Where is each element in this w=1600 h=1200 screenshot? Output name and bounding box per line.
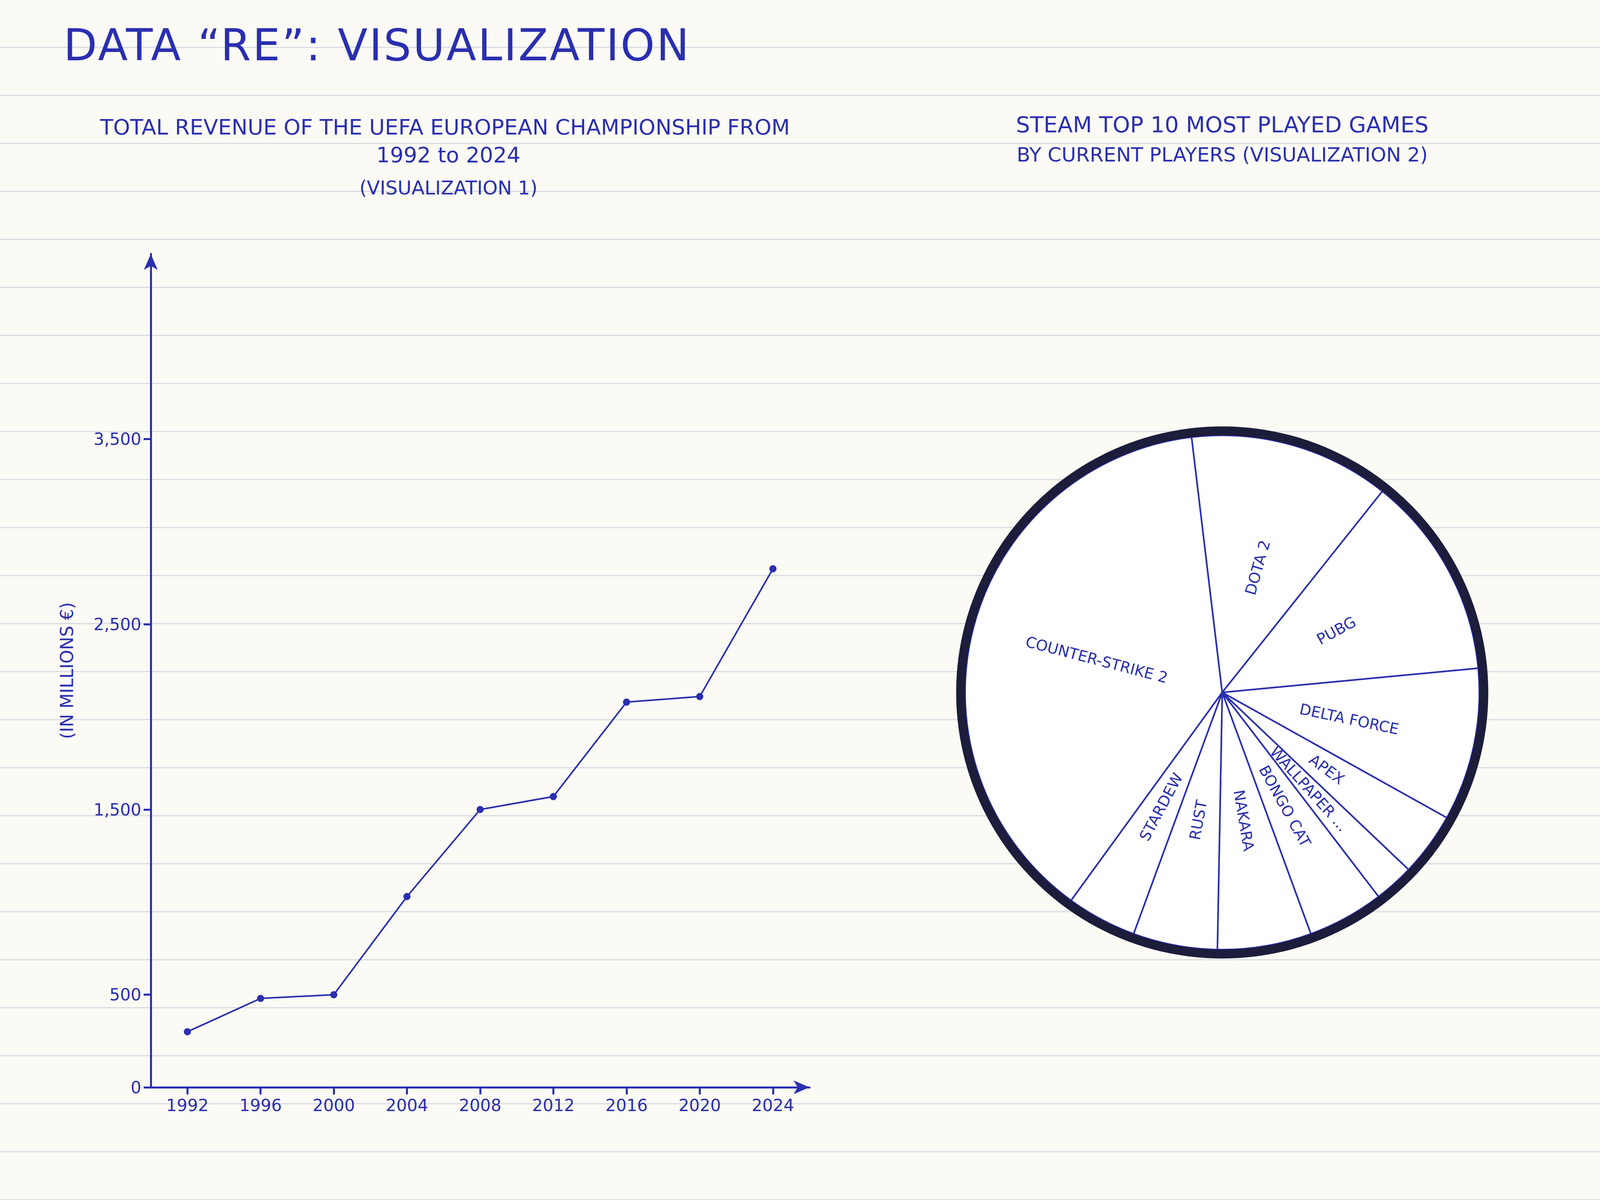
svg-text:APEX: APEX [1305, 750, 1348, 789]
svg-text:2016: 2016 [605, 1095, 648, 1116]
svg-text:1992 to 2024: 1992 to 2024 [376, 142, 521, 168]
svg-text:2000: 2000 [312, 1095, 356, 1116]
svg-text:2012: 2012 [532, 1095, 575, 1116]
html-text:DATA “RE”: VISUALIZATION: DATA “RE”: VISUALIZATION [63, 19, 691, 71]
svg-text:2008: 2008 [459, 1095, 502, 1116]
svg-text:0: 0 [130, 1077, 142, 1098]
svg-text:BY CURRENT PLAYERS (VISUALIZAT: BY CURRENT PLAYERS (VISUALIZATION 2) [1016, 143, 1428, 167]
svg-text:COUNTER-STRIKE 2: COUNTER-STRIKE 2 [1023, 632, 1170, 687]
svg-text:3,500: 3,500 [93, 429, 142, 449]
svg-text:(VISUALIZATION 1): (VISUALIZATION 1) [359, 176, 538, 199]
svg-text:2,500: 2,500 [93, 614, 142, 635]
svg-text:2004: 2004 [385, 1095, 429, 1116]
svg-text:500: 500 [109, 984, 142, 1005]
svg-text:WALLPAPER ...: WALLPAPER ... [1266, 743, 1352, 835]
svg-text:1996: 1996 [239, 1095, 282, 1116]
svg-text:RUST: RUST [1186, 798, 1211, 842]
svg-text:2024: 2024 [751, 1095, 795, 1116]
svg-text:DELTA FORCE: DELTA FORCE [1298, 700, 1401, 739]
svg-text:PUBG: PUBG [1313, 613, 1360, 649]
svg-text:NAKARA: NAKARA [1230, 788, 1258, 853]
svg-text:1,500: 1,500 [93, 800, 142, 820]
svg-text:(IN MILLIONS €): (IN MILLIONS €) [56, 602, 77, 740]
svg-text:STARDEW: STARDEW [1135, 769, 1187, 844]
svg-text:DOTA 2: DOTA 2 [1241, 538, 1274, 597]
svg-text:STEAM TOP 10 MOST PLAYED GAMES: STEAM TOP 10 MOST PLAYED GAMES [1015, 111, 1429, 138]
svg-text:2020: 2020 [678, 1095, 722, 1116]
svg-text:TOTAL REVENUE OF THE UEFA EURO: TOTAL REVENUE OF THE UEFA EUROPEAN CHAMP… [99, 114, 797, 140]
svg-text:1992: 1992 [166, 1095, 209, 1116]
svg-text:BONGO CAT: BONGO CAT [1255, 762, 1315, 851]
